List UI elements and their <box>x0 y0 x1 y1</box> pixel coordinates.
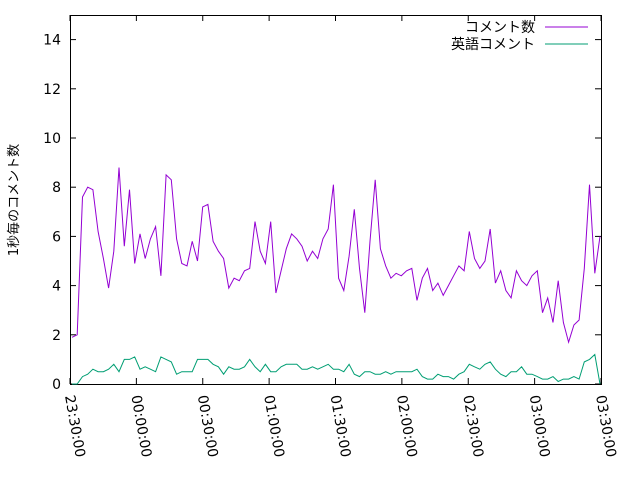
y-tick-label: 0 <box>52 377 61 393</box>
y-tick-label: 6 <box>52 229 61 245</box>
y-tick-label: 4 <box>52 279 61 295</box>
y-tick-label: 14 <box>43 33 61 49</box>
legend-label: コメント数 <box>465 20 535 36</box>
x-tick-label: 03:30:00 <box>592 394 619 459</box>
x-tick-label: 02:00:00 <box>393 394 420 459</box>
y-tick-label: 8 <box>52 180 61 196</box>
series-line-1 <box>72 353 601 385</box>
x-tick-label: 01:00:00 <box>260 394 287 459</box>
y-axis-label: 1秒毎のコメント数 <box>6 144 22 256</box>
legend-label: 英語コメント <box>451 36 535 53</box>
y-tick-label: 12 <box>43 82 61 98</box>
y-tick-label: 2 <box>52 328 61 344</box>
series-line-0 <box>71 167 601 345</box>
y-axis: 0 2 4 6 8 10 12 14 <box>43 33 601 393</box>
x-tick-label: 02:30:00 <box>459 394 486 459</box>
x-tick-label: 00:00:00 <box>127 394 154 459</box>
x-tick-label: 00:30:00 <box>194 394 221 459</box>
x-tick-label: 01:30:00 <box>327 394 354 459</box>
y-tick-label: 10 <box>43 131 61 147</box>
series-layer <box>71 167 601 385</box>
x-tick-label: 23:30:00 <box>61 394 88 459</box>
x-tick-label: 03:00:00 <box>526 394 553 459</box>
x-axis: 23:30:00 00:00:00 00:30:00 01:00:00 01:30:00… <box>61 15 619 459</box>
plot-border <box>70 15 602 385</box>
